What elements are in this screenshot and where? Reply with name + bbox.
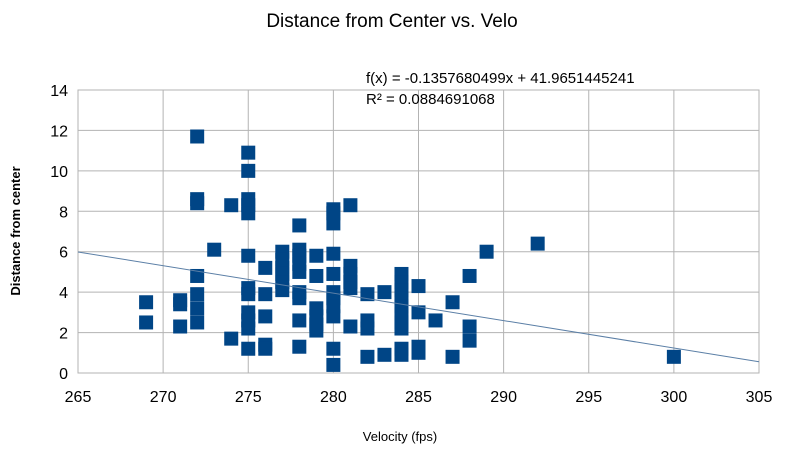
trendline-equation: f(x) = -0.1357680499x + 41.9651445241 — [366, 70, 635, 87]
data-point — [139, 295, 154, 310]
y-tick-label: 10 — [50, 164, 68, 181]
plot-area-border — [77, 89, 760, 374]
data-point — [207, 242, 222, 257]
data-point — [241, 287, 256, 302]
data-point — [530, 236, 545, 251]
data-point — [190, 129, 205, 144]
data-point — [241, 248, 256, 263]
data-point — [394, 347, 409, 362]
x-tick-label: 285 — [405, 389, 432, 406]
data-point — [241, 145, 256, 160]
data-point — [343, 281, 358, 296]
x-axis-ticks: 265 270 275 280 285 290 295 300 305 — [65, 389, 773, 406]
data-point — [411, 279, 426, 294]
data-point — [190, 268, 205, 283]
y-axis-label: Distance from center — [8, 166, 23, 295]
data-point — [292, 264, 307, 279]
data-point — [258, 309, 273, 324]
data-point — [241, 163, 256, 178]
x-tick-label: 305 — [746, 389, 773, 406]
data-point — [190, 287, 205, 302]
data-point — [428, 313, 443, 328]
data-point — [445, 295, 460, 310]
data-point — [241, 321, 256, 336]
data-point — [258, 287, 273, 302]
y-tick-label: 6 — [59, 245, 68, 262]
data-point — [173, 319, 188, 334]
data-point — [377, 347, 392, 362]
data-point — [360, 321, 375, 336]
data-point — [190, 301, 205, 316]
data-point — [377, 285, 392, 300]
x-tick-label: 300 — [661, 389, 688, 406]
data-point — [224, 198, 239, 213]
y-tick-label: 12 — [50, 123, 68, 140]
data-point — [258, 260, 273, 275]
data-point — [445, 349, 460, 364]
data-point — [241, 341, 256, 356]
data-point — [411, 345, 426, 360]
data-point — [190, 315, 205, 330]
x-tick-label: 295 — [575, 389, 602, 406]
data-point — [666, 349, 681, 364]
x-tick-label: 275 — [235, 389, 262, 406]
data-points — [139, 129, 681, 372]
data-point — [326, 216, 341, 231]
x-axis-label: Velocity (fps) — [363, 429, 437, 444]
data-point — [309, 323, 324, 338]
data-point — [326, 266, 341, 281]
data-point — [343, 319, 358, 334]
data-point — [258, 341, 273, 356]
data-point — [309, 248, 324, 263]
data-point — [360, 349, 375, 364]
r-squared-label: R² = 0.0884691068 — [366, 91, 495, 108]
data-point — [462, 333, 477, 348]
data-point — [343, 198, 358, 213]
data-point — [173, 297, 188, 312]
y-tick-label: 4 — [59, 285, 68, 302]
data-point — [326, 357, 341, 372]
data-point — [462, 268, 477, 283]
y-tick-label: 2 — [59, 326, 68, 343]
data-point — [224, 331, 239, 346]
data-point — [411, 305, 426, 320]
data-point — [241, 206, 256, 221]
data-point — [394, 321, 409, 336]
data-point — [326, 341, 341, 356]
data-point — [309, 268, 324, 283]
data-point — [292, 218, 307, 233]
x-tick-label: 270 — [150, 389, 177, 406]
data-point — [326, 309, 341, 324]
data-point — [292, 339, 307, 354]
chart-title: Distance from Center vs. Velo — [266, 11, 517, 32]
data-point — [292, 313, 307, 328]
y-tick-label: 0 — [59, 366, 68, 383]
data-point — [275, 283, 290, 298]
data-point — [479, 244, 494, 259]
trendline — [77, 251, 760, 363]
data-point — [139, 315, 154, 330]
y-tick-label: 14 — [50, 83, 68, 100]
x-tick-label: 280 — [320, 389, 347, 406]
data-point — [190, 196, 205, 211]
y-axis-ticks: 0 2 4 6 8 10 12 14 — [50, 83, 68, 383]
y-tick-label: 8 — [59, 204, 68, 221]
data-point — [462, 319, 477, 334]
x-tick-label: 265 — [65, 389, 92, 406]
x-tick-label: 290 — [490, 389, 517, 406]
data-point — [326, 246, 341, 261]
data-point — [292, 291, 307, 306]
